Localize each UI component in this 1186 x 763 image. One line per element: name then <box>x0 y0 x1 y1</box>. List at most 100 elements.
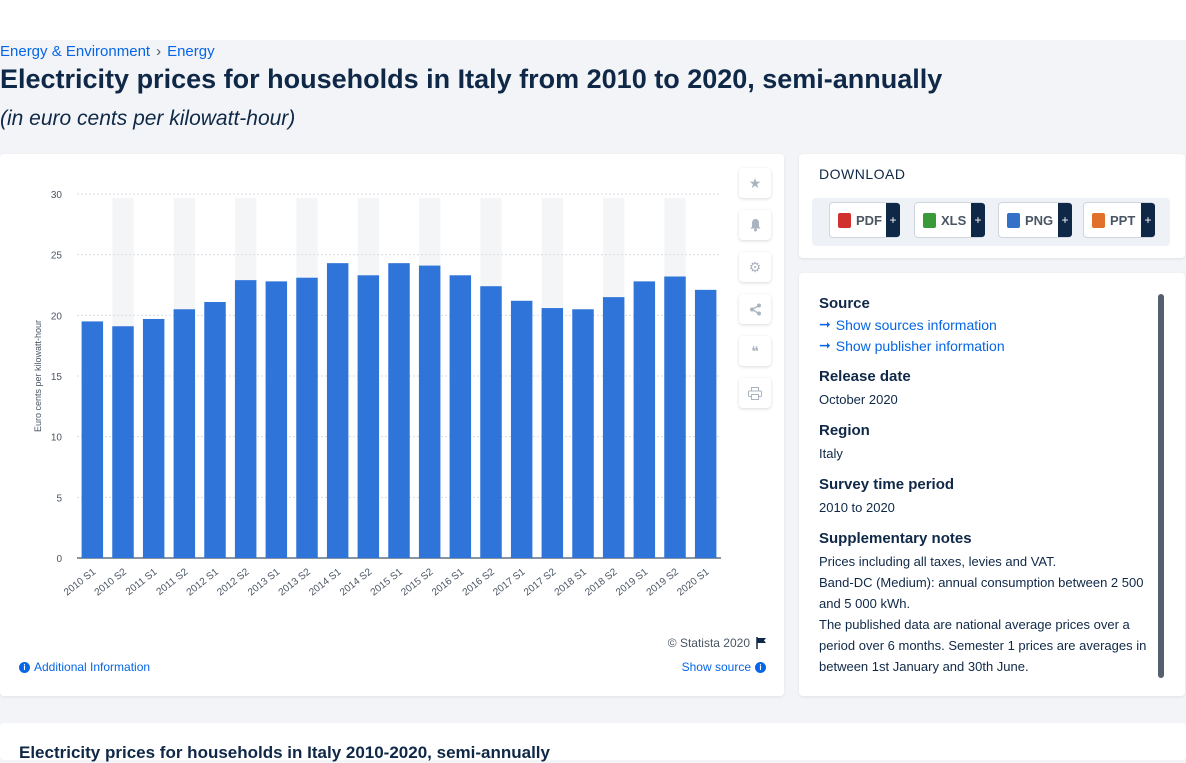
bar <box>572 309 594 558</box>
copyright: © Statista 2020 <box>668 636 767 650</box>
y-tick-label: 5 <box>56 493 62 504</box>
x-tick-label: 2020 S1 <box>675 566 711 598</box>
x-tick-label: 2015 S1 <box>369 566 405 598</box>
bar <box>633 281 656 558</box>
bar-chart: 0 5 10 15 20 25 30 Euro cents per kilowatt-hour… <box>33 190 721 598</box>
download-png-button[interactable]: PNG + <box>998 202 1072 238</box>
pdf-icon <box>838 212 851 228</box>
bar <box>204 301 226 558</box>
x-tick-label: 2013 S2 <box>277 566 313 598</box>
download-xls-plus[interactable]: + <box>971 203 985 237</box>
x-tick-label: 2018 S2 <box>583 566 619 598</box>
bar <box>664 276 686 558</box>
xls-icon <box>923 212 936 228</box>
x-tick-label: 2016 S1 <box>430 566 466 598</box>
breadcrumb-item-energy-environment[interactable]: Energy & Environment <box>0 43 151 60</box>
supplementary-notes-heading: Supplementary notes <box>819 530 972 547</box>
x-tick-label: 2017 S1 <box>491 566 527 598</box>
gear-icon[interactable]: ⚙ <box>739 252 771 282</box>
download-pdf-plus[interactable]: + <box>886 203 900 237</box>
download-pdf-label: PDF <box>856 212 882 228</box>
png-icon <box>1007 212 1020 228</box>
bar <box>112 326 134 558</box>
bar <box>357 275 380 558</box>
survey-period-heading: Survey time period <box>819 476 955 493</box>
region-value: Italy <box>819 446 843 461</box>
top-bar <box>0 0 1186 40</box>
x-tick-label: 2016 S2 <box>461 566 497 598</box>
bar <box>541 308 564 558</box>
survey-period-value: 2010 to 2020 <box>819 500 895 515</box>
bell-icon[interactable] <box>739 210 771 240</box>
x-tick-label: 2013 S1 <box>246 566 282 598</box>
bar <box>388 263 410 558</box>
y-tick-label: 10 <box>51 433 63 444</box>
y-axis-label: Euro cents per kilowatt-hour <box>33 320 43 432</box>
x-tick-label: 2010 S1 <box>62 566 98 598</box>
supplementary-notes-1: Prices including all taxes, levies and V… <box>819 554 1057 569</box>
copyright-text: © Statista 2020 <box>667 636 750 650</box>
breadcrumb-item-energy[interactable]: Energy <box>167 43 215 60</box>
chart-card: 0 5 10 15 20 25 30 Euro cents per kilowatt-hour… <box>0 154 784 696</box>
show-sources-label: Show sources information <box>835 316 997 333</box>
release-date-heading: Release date <box>819 368 911 385</box>
additional-information-link[interactable]: i Additional Information <box>19 660 150 674</box>
source-heading: Source <box>819 295 870 312</box>
page-title: Electricity prices for households in Ita… <box>0 64 943 94</box>
x-tick-label: 2014 S1 <box>307 566 343 598</box>
info-icon: i <box>19 661 30 673</box>
bottom-title: Electricity prices for households in Ita… <box>19 743 550 762</box>
download-png-plus[interactable]: + <box>1058 203 1072 237</box>
x-tick-label: 2017 S2 <box>522 566 558 598</box>
info-icon: i <box>755 661 766 673</box>
region-heading: Region <box>819 422 870 439</box>
download-ppt-plus[interactable]: + <box>1141 203 1155 237</box>
x-tick-label: 2010 S2 <box>93 566 129 598</box>
bar <box>142 318 165 558</box>
page-subtitle: (in euro cents per kilowatt-hour) <box>0 107 296 130</box>
show-publisher-link[interactable]: ➞ Show publisher information <box>819 337 1149 354</box>
bar <box>602 297 625 558</box>
supplementary-notes-2: Band-DC (Medium): annual consumption bet… <box>819 575 1144 611</box>
breadcrumb: Energy & Environment › Energy <box>0 43 215 60</box>
bar <box>694 289 717 558</box>
bar <box>480 286 502 558</box>
arrow-right-icon: ➞ <box>819 316 831 332</box>
download-ppt-button[interactable]: PPT + <box>1083 202 1155 238</box>
quote-icon[interactable]: ❝ <box>739 336 771 366</box>
ppt-icon <box>1092 212 1105 228</box>
download-card: DOWNLOAD PDF + XLS + PNG + PPT + <box>799 154 1185 258</box>
y-tick-label: 20 <box>51 311 63 322</box>
metadata-card: Source ➞ Show sources information ➞ Show… <box>799 273 1185 696</box>
show-sources-link[interactable]: ➞ Show sources information <box>819 316 1149 333</box>
download-ppt-label: PPT <box>1110 212 1136 228</box>
bar <box>234 280 257 558</box>
download-buttons: PDF + XLS + PNG + PPT + <box>812 198 1170 246</box>
x-tick-label: 2011 S2 <box>155 566 191 597</box>
additional-information-label: Additional Information <box>34 660 151 674</box>
supplementary-notes-3: The published data are national average … <box>819 617 1147 674</box>
bar <box>296 277 318 558</box>
metadata-content: Source ➞ Show sources information ➞ Show… <box>819 295 1149 681</box>
bar <box>326 263 349 558</box>
show-source-label: Show source <box>681 660 751 674</box>
share-icon[interactable] <box>739 294 771 324</box>
x-tick-label: 2014 S2 <box>338 566 374 598</box>
print-icon[interactable] <box>739 378 771 408</box>
flag-icon[interactable] <box>756 637 767 649</box>
download-pdf-button[interactable]: PDF + <box>829 202 900 238</box>
y-tick-label: 30 <box>51 190 63 201</box>
x-tick-label: 2012 S1 <box>185 566 221 598</box>
y-tick-label: 25 <box>51 251 63 262</box>
download-title: DOWNLOAD <box>819 166 906 182</box>
bottom-card: Electricity prices for households in Ita… <box>0 723 1186 762</box>
x-tick-label: 2019 S1 <box>614 566 650 598</box>
show-source-link[interactable]: Show source i <box>682 660 766 674</box>
star-icon[interactable]: ★ <box>739 168 771 198</box>
x-tick-label: 2019 S2 <box>645 566 681 598</box>
bar <box>418 265 441 558</box>
show-publisher-label: Show publisher information <box>835 337 1005 354</box>
metadata-scrollbar[interactable] <box>1158 294 1164 678</box>
download-png-label: PNG <box>1025 212 1054 228</box>
download-xls-button[interactable]: XLS + <box>914 202 985 238</box>
